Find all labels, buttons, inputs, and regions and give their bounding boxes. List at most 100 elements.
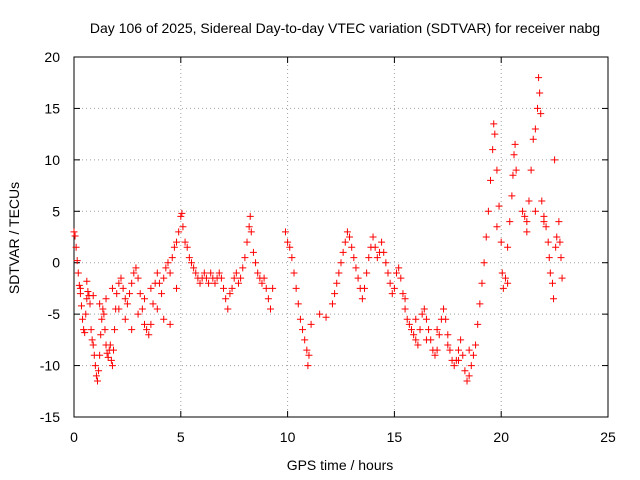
data-point: [72, 243, 80, 251]
data-point: [113, 290, 121, 298]
data-point: [425, 326, 433, 334]
data-point: [145, 331, 153, 339]
data-point: [286, 243, 294, 251]
data-point: [490, 120, 498, 128]
data-point: [360, 284, 368, 292]
x-tick-labels: 0 5 10 15 20 25: [70, 429, 616, 445]
data-point: [207, 269, 215, 277]
data-point: [491, 130, 499, 138]
data-point: [478, 279, 486, 287]
data-point: [211, 279, 219, 287]
data-point: [467, 362, 475, 370]
data-point: [531, 207, 539, 215]
data-point: [420, 305, 428, 313]
data-point: [551, 156, 559, 164]
data-point: [346, 233, 354, 241]
data-point: [158, 290, 166, 298]
x-axis-label: GPS time / hours: [287, 457, 394, 473]
y-tick-label: -5: [48, 306, 61, 322]
data-point: [433, 326, 441, 334]
data-point: [202, 274, 210, 282]
data-point: [553, 233, 561, 241]
data-point: [228, 284, 236, 292]
data-point: [224, 305, 232, 313]
data-point: [88, 336, 96, 344]
data-point: [504, 243, 512, 251]
data-point: [252, 259, 260, 267]
data-point: [262, 284, 270, 292]
data-point: [407, 326, 415, 334]
y-tick-labels: -15 -10 -5 0 5 10 15 20: [40, 49, 60, 425]
data-point: [220, 284, 228, 292]
plot-frame: [73, 56, 609, 418]
data-point: [373, 254, 381, 262]
data-point: [74, 269, 82, 277]
data-point: [98, 315, 106, 323]
y-tick-label: -10: [40, 358, 60, 374]
data-point: [380, 248, 388, 256]
data-point: [232, 269, 240, 277]
data-point: [97, 331, 105, 339]
data-point: [234, 279, 242, 287]
data-point: [86, 300, 94, 308]
data-point: [465, 372, 473, 380]
data-point: [136, 290, 144, 298]
data-point: [83, 277, 91, 285]
data-point: [371, 243, 379, 251]
y-tick-label: -15: [40, 409, 60, 425]
data-point: [454, 356, 462, 364]
data-point: [81, 329, 89, 337]
data-point: [96, 351, 104, 359]
data-point: [153, 269, 161, 277]
data-point: [215, 269, 223, 277]
data-point: [237, 274, 245, 282]
data-point: [99, 305, 107, 313]
data-point: [96, 300, 104, 308]
data-point: [245, 223, 253, 231]
data-point: [433, 346, 441, 354]
data-point: [450, 362, 458, 370]
data-point: [529, 135, 537, 143]
y-tick-label: 0: [52, 255, 60, 271]
data-point: [147, 284, 155, 292]
data-point: [185, 254, 193, 262]
data-point: [175, 228, 183, 236]
data-point: [444, 341, 452, 349]
data-point: [509, 171, 517, 179]
data-point: [501, 274, 509, 282]
data-point: [393, 269, 401, 277]
data-point: [243, 238, 251, 246]
data-point: [521, 212, 529, 220]
data-point: [153, 305, 161, 313]
data-point: [230, 274, 238, 282]
data-point: [401, 295, 409, 303]
data-point: [82, 310, 90, 318]
data-point: [442, 315, 450, 323]
data-point: [469, 351, 477, 359]
data-point: [147, 320, 155, 328]
data-point: [499, 284, 507, 292]
data-point: [303, 346, 311, 354]
y-tick-label: 15: [44, 100, 60, 116]
data-point: [117, 274, 125, 282]
data-point: [126, 290, 134, 298]
data-point: [341, 238, 349, 246]
data-point: [350, 254, 358, 262]
data-point: [110, 346, 118, 354]
data-point: [299, 326, 307, 334]
data-point: [484, 207, 492, 215]
data-point: [548, 279, 556, 287]
data-point: [101, 326, 109, 334]
data-point: [140, 320, 148, 328]
data-point: [525, 197, 533, 205]
data-point: [164, 259, 172, 267]
data-point: [412, 336, 420, 344]
data-point: [267, 305, 275, 313]
data-point: [412, 315, 420, 323]
data-point: [107, 356, 115, 364]
data-point: [523, 218, 531, 226]
data-point: [108, 284, 116, 292]
data-point: [196, 279, 204, 287]
data-point: [102, 295, 110, 303]
data-point: [173, 238, 181, 246]
